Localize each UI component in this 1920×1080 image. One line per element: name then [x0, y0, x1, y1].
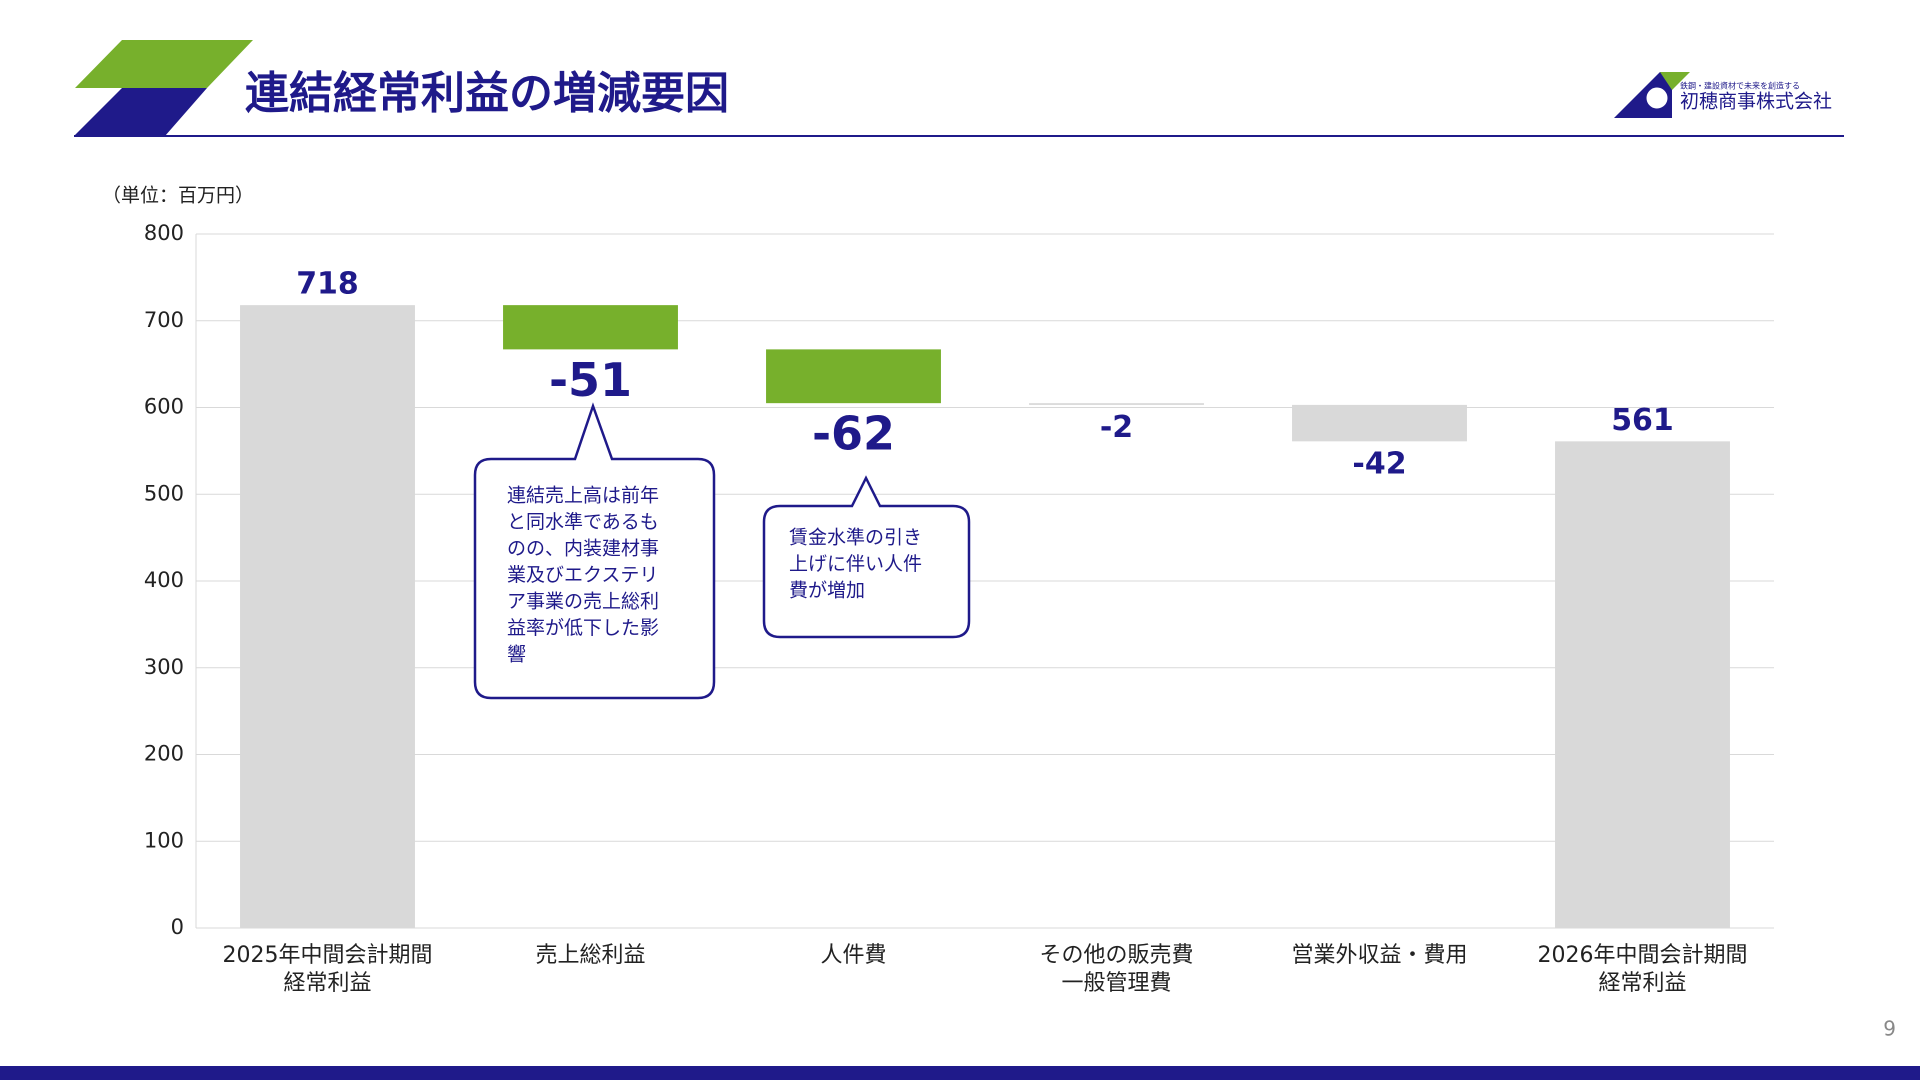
slide-title: 連結経常利益の増減要因: [245, 68, 729, 119]
logo-mark-green: [1660, 72, 1690, 90]
callout-text: 連結売上高は前年: [507, 485, 659, 507]
callout-text: 費が増加: [789, 580, 865, 602]
plot: 0 100 200 300 400 500 600 700 800 2025年中間会計期間経常利益…: [144, 221, 1774, 996]
x-tick-label: 2026年中間会計期間経常利益: [1538, 943, 1748, 996]
callout-text: 響: [507, 644, 526, 666]
callout-1: [473, 402, 716, 700]
callout-text: 益率が低下した影: [507, 617, 659, 639]
footer-bar: [0, 1066, 1920, 1080]
data-label: -2: [1100, 410, 1133, 445]
callout-2: [762, 475, 971, 639]
y-tick-label: 800: [144, 221, 184, 245]
y-tick-label: 400: [144, 568, 184, 592]
callout-text: と同水準であるも: [507, 511, 659, 533]
x-tick-label: その他の販売費一般管理費: [1039, 943, 1193, 996]
bar: [766, 349, 941, 404]
callout-text: 上げに伴い人件: [789, 553, 922, 575]
data-label: -42: [1352, 446, 1406, 481]
bar: [1292, 404, 1467, 442]
bar: [1555, 441, 1730, 928]
callout-text: のの、内装建材事: [507, 538, 659, 560]
x-tick-label: 営業外収益・費用: [1291, 943, 1467, 968]
y-tick-label: 500: [144, 481, 184, 505]
logo: 鉄鋼・建設資材で未来を創造する 初穂商事株式会社: [1614, 72, 1832, 118]
bar: [1029, 403, 1204, 405]
logo-company: 初穂商事株式会社: [1680, 91, 1832, 113]
y-tick-label: 200: [144, 742, 184, 766]
data-label: 561: [1611, 403, 1674, 438]
y-tick-label: 300: [144, 655, 184, 679]
y-tick-label: 0: [171, 915, 184, 939]
callout-box: [762, 475, 971, 639]
header-deco-green: [75, 40, 253, 88]
header-deco-navy: [74, 88, 207, 136]
bar: [503, 305, 678, 350]
x-tick-label: 売上総利益: [535, 943, 645, 968]
logo-tagline: 鉄鋼・建設資材で未来を創造する: [1680, 81, 1800, 91]
callout-text: ア事業の売上総利: [507, 591, 659, 613]
logo-circle: [1643, 84, 1671, 112]
data-label: -62: [812, 407, 895, 461]
x-tick-label: 人件費: [820, 943, 886, 968]
callout-text: 業及びエクステリ: [507, 564, 658, 586]
x-tick-label: 2025年中間会計期間経常利益: [223, 943, 433, 996]
y-tick-label: 700: [144, 308, 184, 332]
data-label: 718: [296, 267, 359, 302]
callout-box: [473, 402, 716, 700]
unit-label: （単位：百万円）: [102, 185, 254, 207]
page-number: 9: [1883, 1017, 1896, 1041]
y-tick-label: 100: [144, 828, 184, 852]
y-tick-label: 600: [144, 395, 184, 419]
bar: [240, 305, 415, 928]
callout-text: 賃金水準の引き: [789, 527, 922, 549]
data-label: -51: [549, 353, 632, 407]
